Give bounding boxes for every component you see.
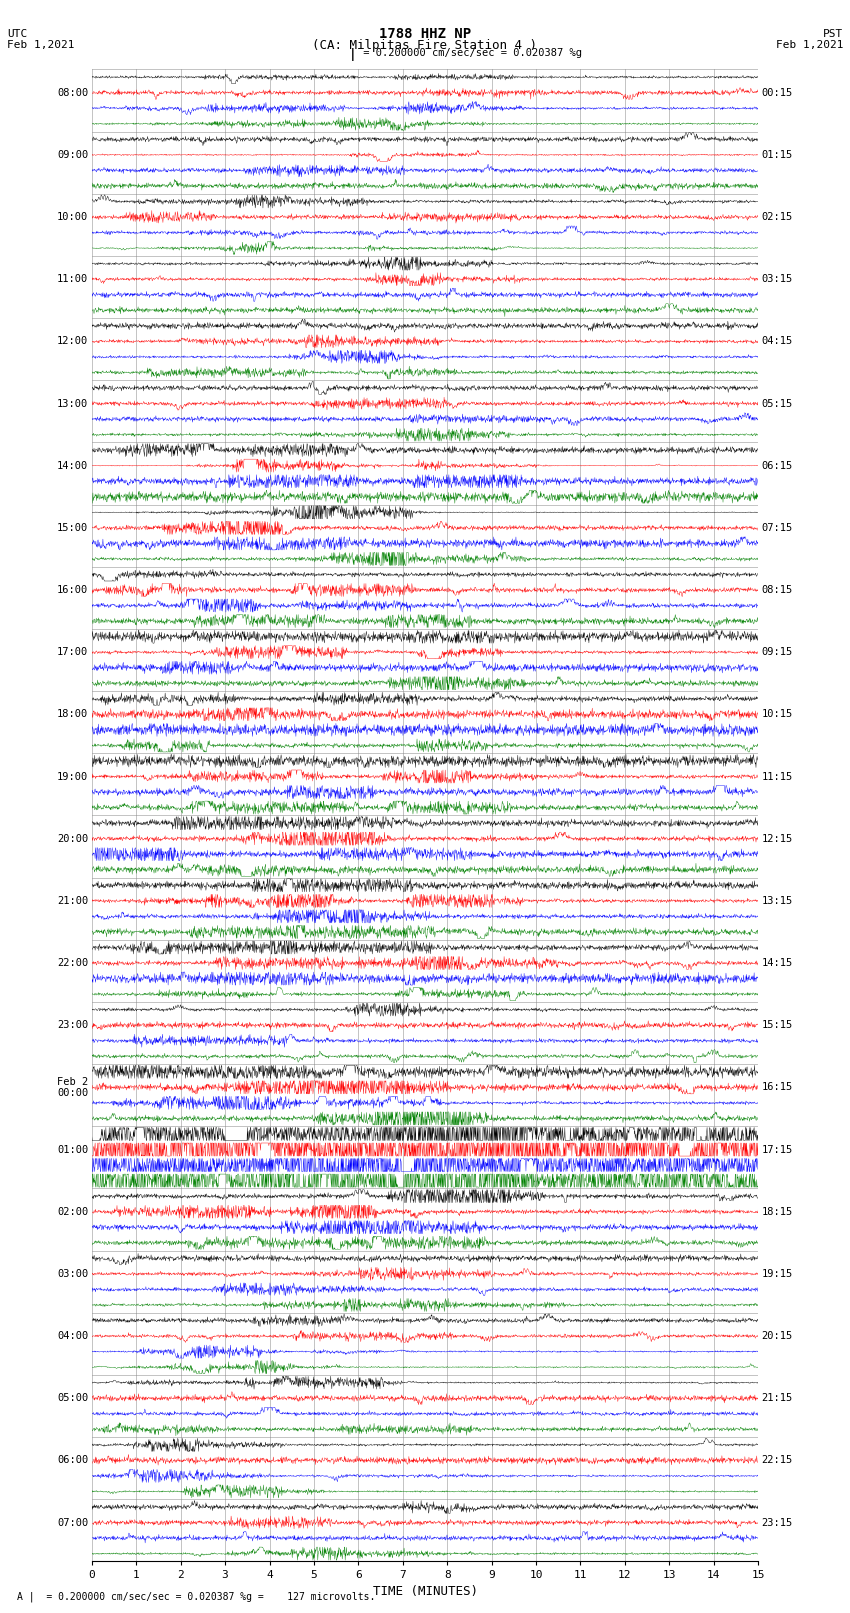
- Text: 05:00: 05:00: [57, 1394, 88, 1403]
- Text: 23:00: 23:00: [57, 1019, 88, 1031]
- Text: 08:15: 08:15: [762, 586, 793, 595]
- Text: 10:15: 10:15: [762, 710, 793, 719]
- Text: 06:00: 06:00: [57, 1455, 88, 1465]
- Text: 11:15: 11:15: [762, 771, 793, 782]
- Text: 08:00: 08:00: [57, 87, 88, 98]
- Text: 20:00: 20:00: [57, 834, 88, 844]
- Text: 22:00: 22:00: [57, 958, 88, 968]
- Text: Feb 2
00:00: Feb 2 00:00: [57, 1077, 88, 1098]
- Text: 13:00: 13:00: [57, 398, 88, 408]
- Text: 07:15: 07:15: [762, 523, 793, 532]
- Text: PST: PST: [823, 29, 843, 39]
- Text: 11:00: 11:00: [57, 274, 88, 284]
- Text: 16:00: 16:00: [57, 586, 88, 595]
- Text: 13:15: 13:15: [762, 895, 793, 907]
- Text: 14:00: 14:00: [57, 461, 88, 471]
- Text: 21:00: 21:00: [57, 895, 88, 907]
- Text: 18:15: 18:15: [762, 1207, 793, 1216]
- Text: (CA: Milpitas Fire Station 4 ): (CA: Milpitas Fire Station 4 ): [313, 39, 537, 52]
- Text: A |  = 0.200000 cm/sec/sec = 0.020387 %g =    127 microvolts.: A | = 0.200000 cm/sec/sec = 0.020387 %g …: [17, 1590, 376, 1602]
- Text: Feb 1,2021: Feb 1,2021: [7, 40, 74, 50]
- Text: 09:15: 09:15: [762, 647, 793, 656]
- Text: 02:00: 02:00: [57, 1207, 88, 1216]
- Text: 12:00: 12:00: [57, 337, 88, 347]
- Text: 14:15: 14:15: [762, 958, 793, 968]
- Text: 01:15: 01:15: [762, 150, 793, 160]
- Text: 05:15: 05:15: [762, 398, 793, 408]
- Text: 21:15: 21:15: [762, 1394, 793, 1403]
- Text: 04:00: 04:00: [57, 1331, 88, 1340]
- Text: 10:00: 10:00: [57, 211, 88, 223]
- Text: 04:15: 04:15: [762, 337, 793, 347]
- Text: 22:15: 22:15: [762, 1455, 793, 1465]
- Text: 07:00: 07:00: [57, 1518, 88, 1528]
- Text: 1788 HHZ NP: 1788 HHZ NP: [379, 27, 471, 42]
- Text: 17:15: 17:15: [762, 1145, 793, 1155]
- Text: 19:15: 19:15: [762, 1269, 793, 1279]
- Text: UTC: UTC: [7, 29, 27, 39]
- Text: = 0.200000 cm/sec/sec = 0.020387 %g: = 0.200000 cm/sec/sec = 0.020387 %g: [357, 48, 582, 58]
- Text: 23:15: 23:15: [762, 1518, 793, 1528]
- Text: |: |: [349, 48, 356, 61]
- Text: 17:00: 17:00: [57, 647, 88, 656]
- Text: 09:00: 09:00: [57, 150, 88, 160]
- Text: 12:15: 12:15: [762, 834, 793, 844]
- Text: 19:00: 19:00: [57, 771, 88, 782]
- Text: 18:00: 18:00: [57, 710, 88, 719]
- Text: 03:15: 03:15: [762, 274, 793, 284]
- Text: Feb 1,2021: Feb 1,2021: [776, 40, 843, 50]
- Text: 15:15: 15:15: [762, 1019, 793, 1031]
- Text: 06:15: 06:15: [762, 461, 793, 471]
- Text: 02:15: 02:15: [762, 211, 793, 223]
- Text: 01:00: 01:00: [57, 1145, 88, 1155]
- Text: 15:00: 15:00: [57, 523, 88, 532]
- X-axis label: TIME (MINUTES): TIME (MINUTES): [372, 1584, 478, 1597]
- Text: 03:00: 03:00: [57, 1269, 88, 1279]
- Text: 00:15: 00:15: [762, 87, 793, 98]
- Text: 16:15: 16:15: [762, 1082, 793, 1092]
- Text: 20:15: 20:15: [762, 1331, 793, 1340]
